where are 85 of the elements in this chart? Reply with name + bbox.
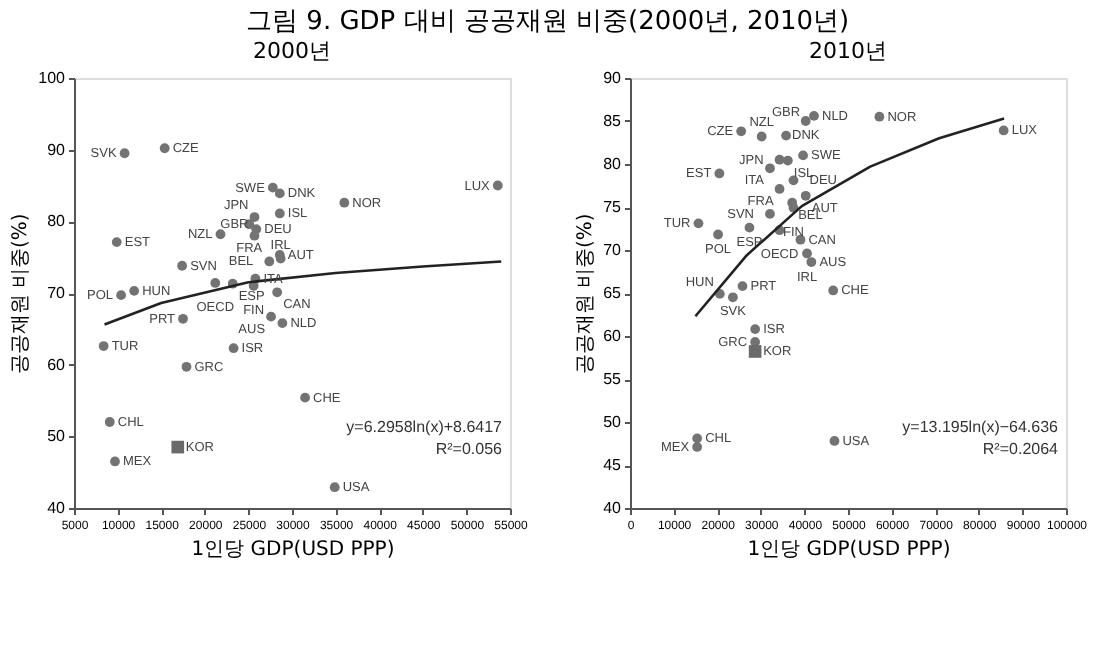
point — [798, 150, 808, 161]
point — [692, 433, 703, 444]
annotation: y=6.2958ln(x)+8.6417 — [346, 418, 504, 436]
point — [874, 111, 885, 122]
y-tick-label: 85 — [603, 112, 623, 130]
point — [266, 311, 276, 322]
y-tick-label: 70 — [47, 284, 67, 302]
point — [274, 208, 285, 219]
point — [159, 143, 170, 154]
point — [788, 175, 799, 186]
point — [737, 281, 748, 292]
point — [800, 116, 811, 126]
point — [692, 442, 703, 452]
point — [116, 290, 126, 301]
chart-title: 2010년 — [809, 38, 887, 64]
y-tick-label: 50 — [47, 427, 67, 446]
point — [177, 260, 188, 271]
point — [267, 182, 278, 193]
point — [210, 278, 221, 288]
y-tick-label: 70 — [603, 241, 623, 259]
point — [339, 197, 350, 208]
annotation: R²=0.2064 — [982, 440, 1060, 458]
y-tick-label: 80 — [603, 155, 623, 173]
point — [809, 110, 819, 121]
point — [806, 257, 817, 267]
y-tick-label: 50 — [603, 413, 623, 431]
point — [228, 343, 239, 354]
point — [750, 324, 761, 335]
point — [104, 417, 115, 427]
point — [215, 229, 226, 240]
y-tick-label: 45 — [603, 456, 623, 474]
annotation: R²=0.056 — [435, 440, 504, 458]
y-tick-label: 40 — [47, 499, 67, 517]
point — [181, 361, 192, 372]
y-tick-label: 90 — [47, 140, 67, 159]
point — [765, 163, 775, 174]
y-tick-label: 65 — [603, 284, 623, 302]
point — [828, 285, 839, 296]
point — [274, 188, 285, 199]
chart-title: 그림 9. GDP 대비 공공재원 비중(2000년, 2010년) — [246, 7, 850, 37]
point — [998, 125, 1009, 136]
point — [800, 190, 811, 201]
y-tick-label: 100 — [38, 69, 67, 87]
point — [272, 287, 283, 298]
point — [736, 126, 747, 137]
point — [714, 168, 725, 179]
y-tick-label: 55 — [603, 370, 623, 388]
point — [802, 248, 812, 259]
y-tick-label: 90 — [603, 69, 623, 87]
point — [492, 180, 503, 191]
point — [129, 285, 140, 296]
point — [744, 222, 755, 233]
chart-subtitle: 2000년 — [253, 38, 331, 64]
point — [98, 341, 109, 351]
point — [249, 230, 260, 241]
point — [171, 440, 185, 454]
point — [765, 208, 775, 219]
point — [728, 292, 738, 303]
point — [111, 237, 122, 248]
y-tick-label: 80 — [47, 212, 67, 231]
y-tick-label: 60 — [47, 355, 67, 374]
point — [178, 313, 188, 324]
point — [119, 148, 130, 159]
y-tick-label: 60 — [603, 327, 623, 345]
point — [277, 318, 288, 328]
point — [264, 256, 275, 267]
point — [693, 218, 704, 229]
point — [781, 130, 791, 141]
y-tick-label: 40 — [603, 499, 623, 517]
point — [713, 229, 723, 240]
y-tick-label: 75 — [603, 198, 623, 216]
y-axis-title: 공공재원 비중(%) — [10, 213, 33, 375]
annotation: y=13.195ln(x)−64.636 — [902, 418, 1060, 436]
point — [782, 155, 793, 166]
point — [829, 436, 840, 446]
point — [756, 131, 767, 142]
x-axis-title: 1인당 GDP(USD PPP) — [191, 539, 395, 561]
point — [774, 184, 785, 194]
point — [300, 392, 310, 403]
y-axis-title: 공공재원 비중(%) — [575, 213, 598, 375]
point — [249, 212, 260, 222]
point — [748, 345, 762, 358]
point — [110, 456, 120, 467]
point — [329, 482, 340, 493]
x-axis-title: 1인당 GDP(USD PPP) — [747, 539, 951, 561]
